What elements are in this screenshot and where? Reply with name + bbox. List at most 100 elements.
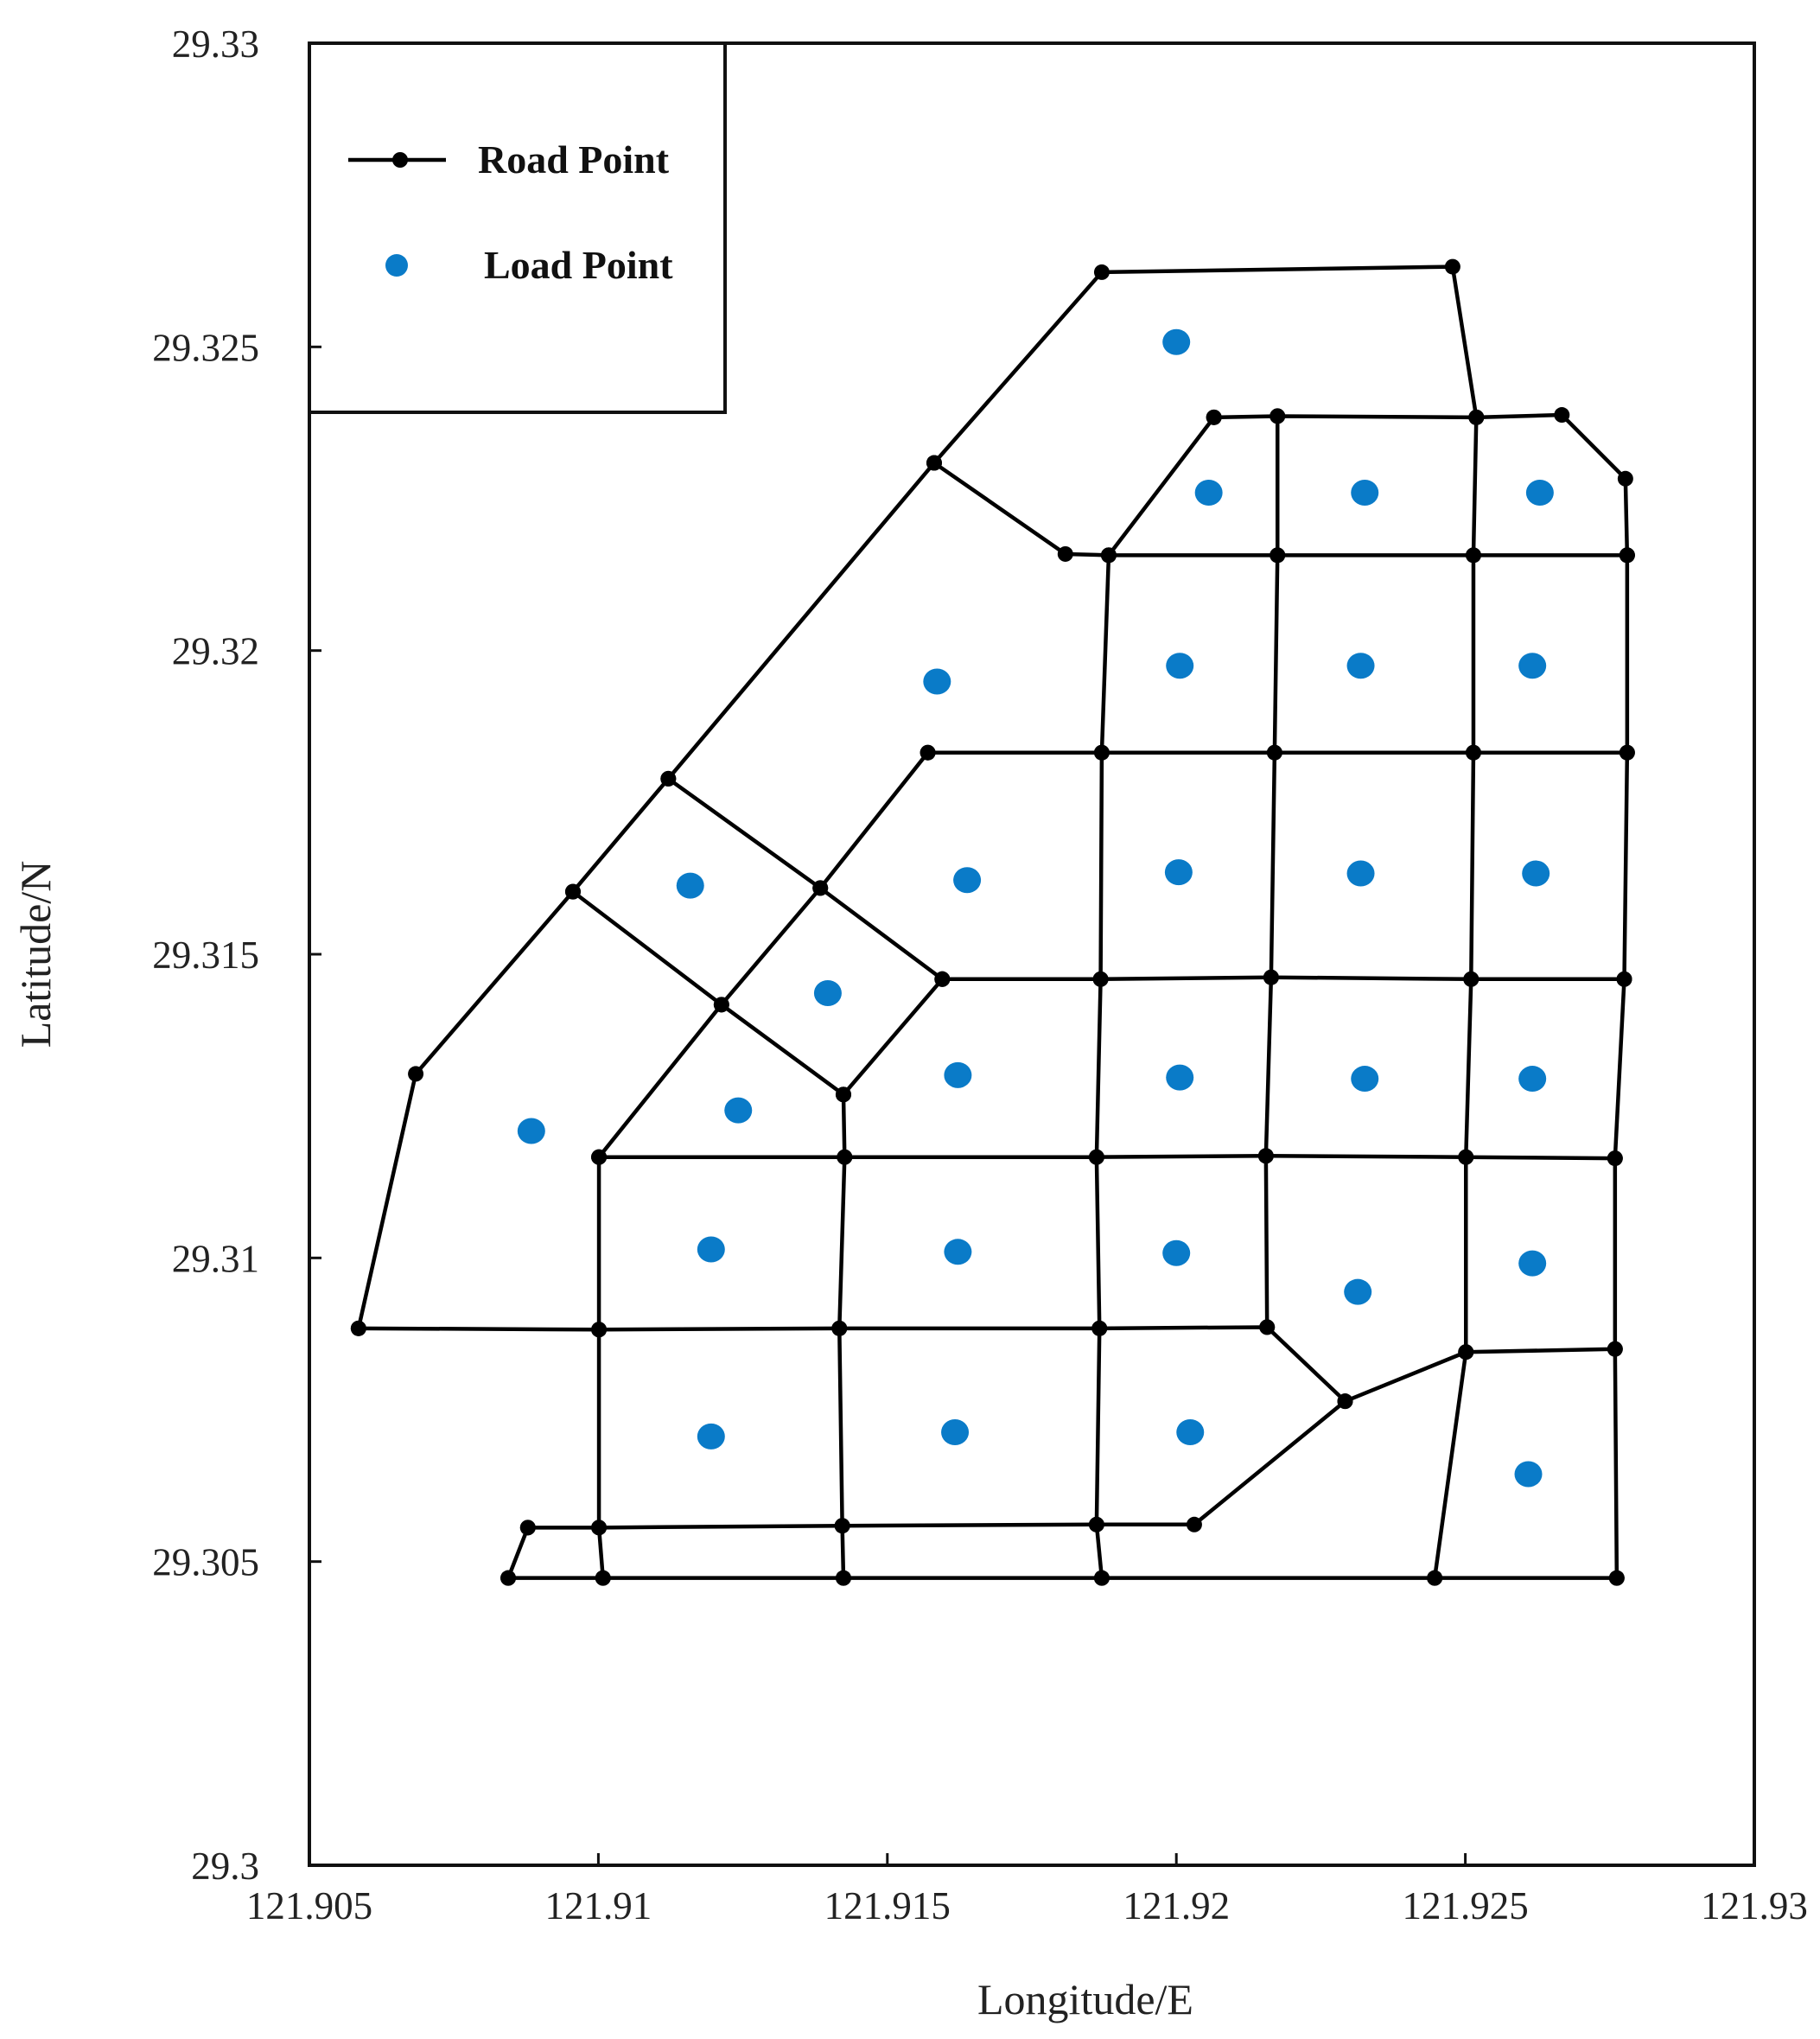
load-point — [923, 668, 951, 695]
road-point — [1616, 971, 1632, 987]
road — [596, 1156, 605, 1578]
road-point — [408, 1066, 424, 1082]
road — [1613, 555, 1630, 1578]
road-point — [837, 1149, 853, 1165]
road-point — [1619, 744, 1635, 761]
road — [837, 1094, 847, 1578]
road-point — [591, 1322, 608, 1338]
road-point — [1607, 1150, 1623, 1167]
road-point — [1088, 1149, 1104, 1165]
road-point — [1465, 744, 1481, 761]
road — [1107, 416, 1216, 557]
road-point — [1463, 971, 1480, 987]
y-tick-label: 29.305 — [152, 1541, 259, 1584]
road-point — [1057, 545, 1073, 562]
legend-load-text: Load Point — [484, 243, 673, 287]
road — [358, 1325, 1615, 1404]
x-tick-label: 121.925 — [1402, 1884, 1528, 1927]
x-tick-label: 121.92 — [1123, 1884, 1230, 1927]
road — [571, 889, 845, 1097]
y-tick-label: 29.31 — [172, 1237, 259, 1280]
road — [842, 978, 945, 1096]
legend-road-text: Road Point — [478, 137, 670, 182]
road-point — [831, 1320, 848, 1336]
road-point — [1607, 1341, 1623, 1357]
y-axis-label: Latitude/N — [11, 861, 60, 1048]
load-point — [1514, 1461, 1543, 1488]
y-tick-label: 29.325 — [152, 326, 259, 369]
load-point — [1525, 479, 1554, 506]
road — [527, 1399, 1346, 1530]
load-point — [1162, 1239, 1191, 1266]
load-point — [944, 1061, 972, 1088]
load-point — [1518, 1066, 1547, 1093]
load-point — [1176, 1418, 1205, 1445]
road-point — [713, 997, 729, 1013]
road-point — [500, 1570, 517, 1586]
x-tick-label: 121.905 — [246, 1884, 372, 1927]
load-point — [1351, 479, 1379, 506]
load-point — [517, 1118, 545, 1144]
road-point — [1458, 1344, 1474, 1360]
load-point — [1518, 1250, 1547, 1277]
x-tick-label: 121.93 — [1701, 1884, 1808, 1927]
load-point — [676, 872, 704, 899]
road-point — [1257, 1148, 1274, 1164]
load-point — [1344, 1278, 1372, 1305]
road-point — [591, 1520, 608, 1536]
road — [599, 1154, 1615, 1161]
road-point — [1100, 547, 1117, 564]
y-tick-label: 29.315 — [152, 933, 259, 977]
road-point — [834, 1518, 850, 1534]
road-point — [660, 770, 677, 787]
road — [1213, 412, 1630, 556]
load-point — [1166, 653, 1194, 679]
load-point — [953, 867, 982, 894]
road — [1094, 555, 1111, 1578]
road — [1263, 416, 1280, 1328]
road-point — [1427, 1570, 1443, 1586]
load-point — [1164, 859, 1193, 886]
load-point — [697, 1236, 725, 1263]
load-point — [813, 979, 842, 1006]
load-point — [1194, 479, 1223, 506]
road-point — [564, 883, 581, 900]
road-point — [1619, 547, 1635, 564]
load-points — [517, 328, 1554, 1488]
road — [932, 461, 1627, 558]
load-point — [1166, 1064, 1194, 1091]
y-tick-label: 29.3 — [191, 1845, 259, 1888]
road-point — [1617, 470, 1633, 487]
legend-frame — [309, 43, 727, 414]
road-point — [591, 1149, 608, 1165]
axis-ticks: 121.905 121.91 121.915 121.92 121.925 121.93 2… — [152, 22, 1808, 1927]
road-point — [920, 744, 936, 761]
road-point — [835, 1086, 851, 1103]
road-point — [1458, 1149, 1474, 1165]
x-axis-label: Longitude/E — [977, 1975, 1193, 2023]
load-point — [944, 1239, 972, 1265]
load-point — [1346, 860, 1375, 887]
road-point — [1093, 744, 1110, 761]
road-point — [595, 1570, 611, 1586]
x-tick-label: 121.91 — [545, 1884, 652, 1927]
road-point — [926, 455, 942, 471]
y-tick-label: 29.32 — [172, 630, 259, 673]
load-point — [1346, 653, 1375, 679]
road-point — [1092, 971, 1109, 987]
load-point — [697, 1423, 725, 1450]
load-point — [941, 1418, 970, 1445]
load-point — [1351, 1066, 1379, 1093]
road — [942, 975, 1625, 982]
road-point — [1088, 1516, 1104, 1532]
x-tick-label: 121.915 — [824, 1884, 951, 1927]
load-point — [1518, 653, 1547, 679]
road-point — [1093, 264, 1110, 280]
road-point — [1444, 258, 1460, 275]
road — [667, 777, 944, 981]
load-point — [1162, 328, 1191, 355]
road-point — [1270, 547, 1286, 564]
legend: Road Point Load Point — [309, 43, 727, 414]
legend-load-dot — [385, 254, 408, 277]
